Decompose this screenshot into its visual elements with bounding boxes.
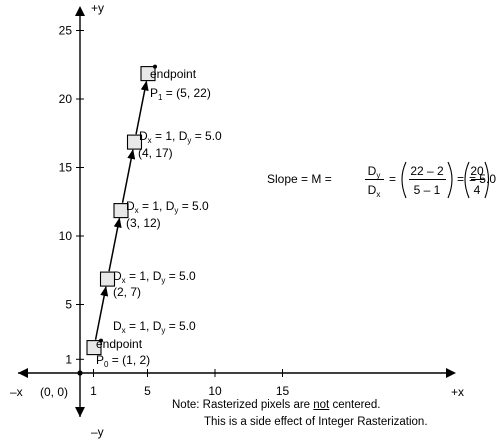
pixel-coord-label-2-7: (2, 7)	[113, 285, 141, 299]
left-paren-icon	[464, 161, 470, 199]
y-tick-label: 15	[59, 161, 73, 175]
y-axis-up-arrow-icon	[75, 6, 85, 16]
endpoint-dot	[153, 64, 157, 69]
y-tick-label: 5	[65, 298, 72, 312]
x-tick-label: 1	[90, 384, 97, 398]
slope-denominator-2: 5 – 1	[414, 183, 441, 197]
endpoint-p1-tag: endpoint	[150, 67, 197, 81]
x-tick-label: 10	[208, 384, 222, 398]
pixel-layer	[86, 64, 157, 356]
slope-numerator: Dy	[368, 164, 381, 180]
origin-dot	[77, 370, 83, 376]
y-tick-label: 10	[59, 229, 73, 243]
endpoint-p0-label: P0 = (1, 2)	[96, 353, 150, 369]
slope-numerator-3: 20	[470, 164, 484, 178]
right-paren-icon	[447, 161, 453, 199]
slope-denominator: Dx	[368, 183, 381, 199]
footnote: Note: Rasterized pixels are not centered…	[172, 397, 428, 431]
x-tick-label: 5	[144, 384, 151, 398]
footnote-line-1: Note: Rasterized pixels are not centered…	[172, 399, 381, 411]
x-axis-right-arrow-icon	[446, 368, 456, 378]
pixel-coord-label-4-17: (4, 17)	[138, 146, 173, 160]
step-label: Dx = 1, Dy = 5.0	[113, 319, 196, 335]
x-axis-left-arrow-icon	[18, 368, 28, 378]
step-label: Dx = 1, Dy = 5.0	[139, 129, 222, 145]
slope-formula: Slope = M = Dy Dx = 22 – 2 5 – 1 = 20 4	[267, 161, 490, 199]
step-label: Dx = 1, Dy = 5.0	[113, 269, 196, 285]
y-pos-label: +y	[91, 1, 104, 15]
step-arrow	[108, 217, 122, 272]
x-tick-label: 15	[276, 384, 290, 398]
slope-equals-2: =	[457, 172, 464, 186]
x-ticks: 1 5 10 15	[90, 369, 289, 398]
right-paren-icon	[484, 161, 490, 199]
step-arrow	[121, 148, 136, 203]
y-neg-label: –y	[91, 425, 104, 439]
y-axis-down-arrow-icon	[75, 407, 85, 417]
y-tick-label: 25	[59, 24, 73, 38]
endpoint-dot	[99, 338, 103, 343]
endpoint-p1-annotation: endpoint P1 = (5, 22)	[150, 67, 211, 102]
step-arrow	[94, 285, 109, 340]
slope-result-text: = 5.0	[469, 172, 496, 186]
slope-denominator-3: 4	[474, 183, 481, 197]
pixel-coord-label-3-12: (3, 12)	[126, 216, 161, 230]
slope-numerator-2: 22 – 2	[410, 164, 444, 178]
x-pos-label: +x	[451, 385, 464, 399]
origin-label: (0, 0)	[40, 385, 68, 399]
x-neg-label: –x	[10, 385, 23, 399]
slope-lhs: Slope = M =	[267, 172, 332, 186]
pixel-square	[86, 340, 102, 356]
y-tick-label: 1	[65, 352, 72, 366]
step-arrow	[135, 80, 149, 135]
endpoint-p1-label: P1 = (5, 22)	[150, 86, 211, 102]
step-label: Dx = 1, Dy = 5.0	[126, 199, 209, 215]
endpoint-p0-tag: endpoint	[96, 337, 143, 351]
endpoint-p0-annotation: endpoint P0 = (1, 2)	[96, 337, 150, 369]
y-tick-label: 20	[59, 92, 73, 106]
footnote-line-2: This is a side effect of Integer Rasteri…	[204, 416, 428, 428]
slope-equals: =	[389, 172, 396, 186]
left-paren-icon	[401, 161, 407, 199]
